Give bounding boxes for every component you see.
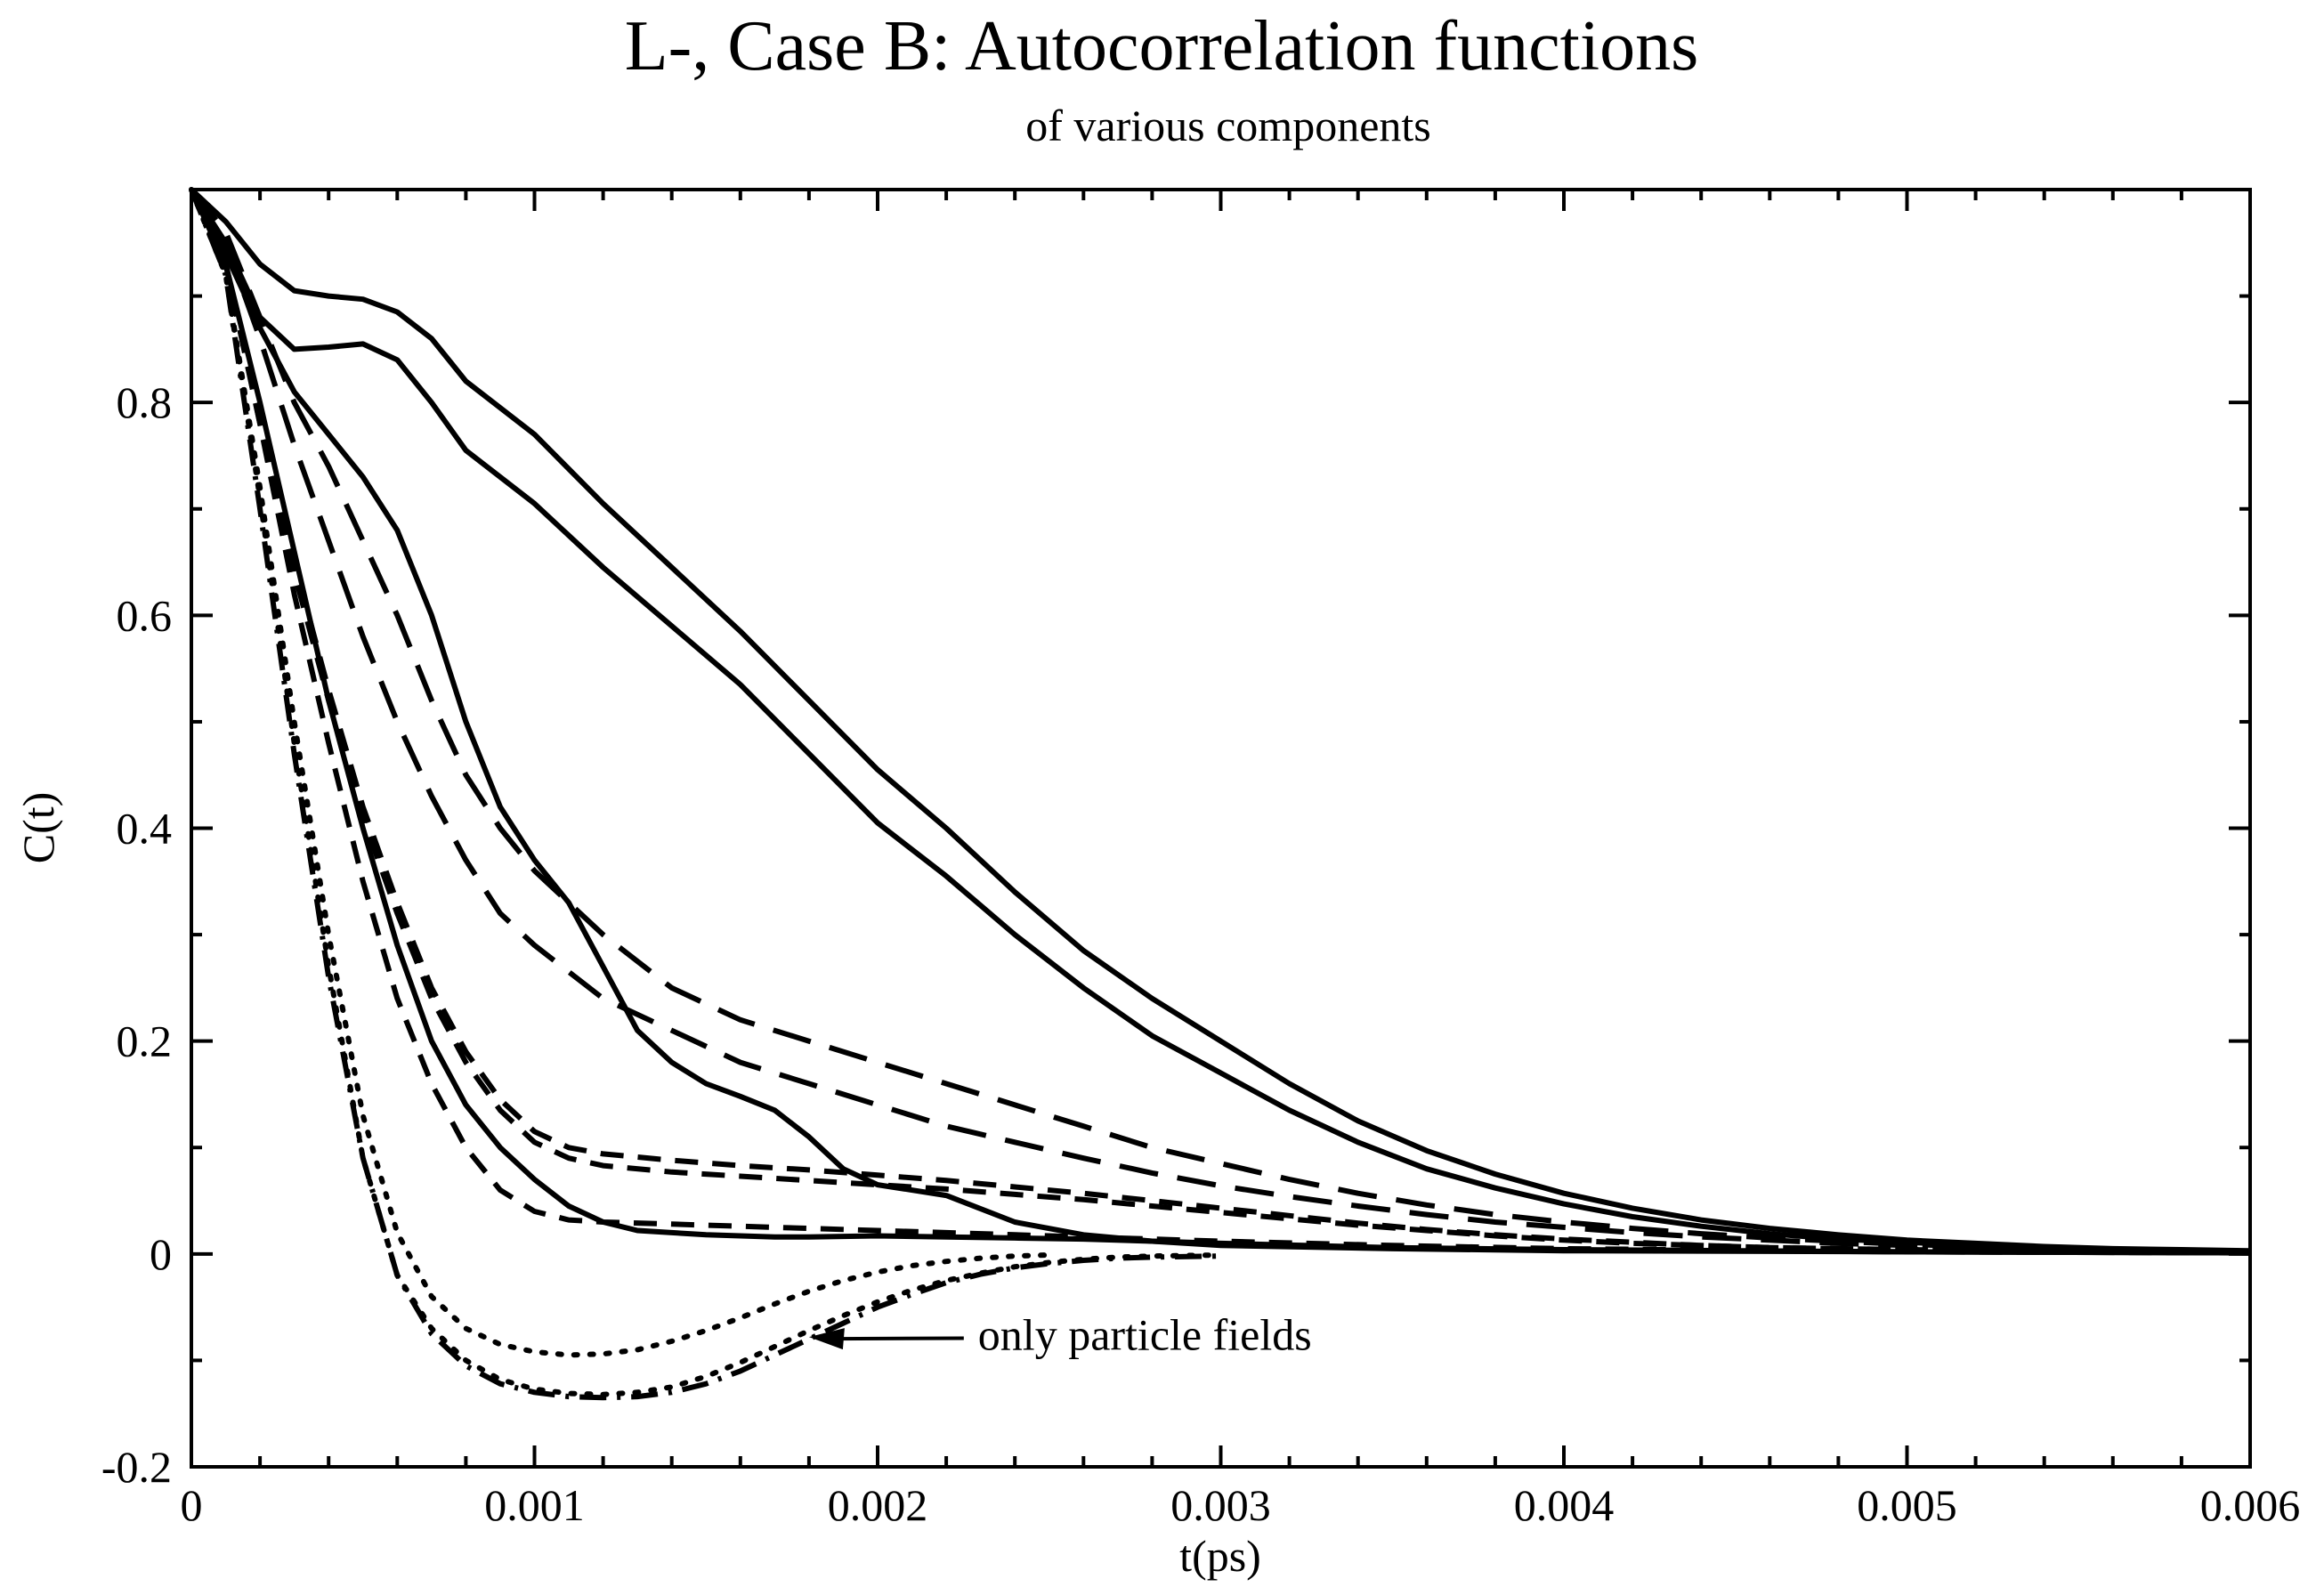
x-tick-label: 0.003 <box>1170 1480 1271 1530</box>
series-line-9 <box>189 188 2251 1256</box>
annotation-arrow <box>835 1336 964 1341</box>
x-tick-label: 0.005 <box>1857 1480 1957 1530</box>
series-line-6 <box>189 188 2251 1255</box>
series-line-3 <box>189 188 2251 1256</box>
y-tick-label: 0 <box>150 1229 172 1279</box>
x-tick-label: 0.001 <box>484 1480 585 1530</box>
series-layer <box>189 187 2251 1401</box>
y-axis-label: C(t) <box>13 792 63 864</box>
series-line-5 <box>189 188 2251 1255</box>
axis-tick-labels: 0 0.001 0.002 0.003 0.004 0.005 0.006-0.200.20… <box>101 377 2300 1530</box>
plot-frame <box>190 188 2252 1469</box>
annotation-layer: only particle fields <box>808 1310 1312 1360</box>
x-tick-label: 0 <box>181 1480 203 1530</box>
x-axis-label: t(ps) <box>1179 1531 1261 1581</box>
y-tick-label: 0.2 <box>117 1016 173 1066</box>
series-line-1 <box>189 187 2251 1254</box>
series-line-8 <box>189 188 2251 1256</box>
y-tick-label: 0.8 <box>117 377 173 427</box>
series-line-10 <box>189 187 1052 1358</box>
y-tick-label: 0.6 <box>117 590 173 640</box>
y-tick-label: -0.2 <box>101 1442 172 1492</box>
series-line-11 <box>189 187 1224 1397</box>
series-line-12 <box>189 188 1221 1401</box>
annotation-label: only particle fields <box>978 1310 1312 1360</box>
series-line-7 <box>189 188 2251 1256</box>
x-tick-label: 0.004 <box>1514 1480 1615 1530</box>
series-line-4 <box>189 188 2251 1256</box>
annotation-arrowhead <box>808 1328 845 1350</box>
series-line-2 <box>189 188 2251 1255</box>
chart-subtitle: of various components <box>1025 101 1430 150</box>
x-tick-label: 0.006 <box>2200 1480 2301 1530</box>
chart-title: L-, Case B: Autocorrelation functions <box>625 7 1698 85</box>
x-tick-label: 0.002 <box>828 1480 928 1530</box>
y-tick-label: 0.4 <box>117 804 173 854</box>
